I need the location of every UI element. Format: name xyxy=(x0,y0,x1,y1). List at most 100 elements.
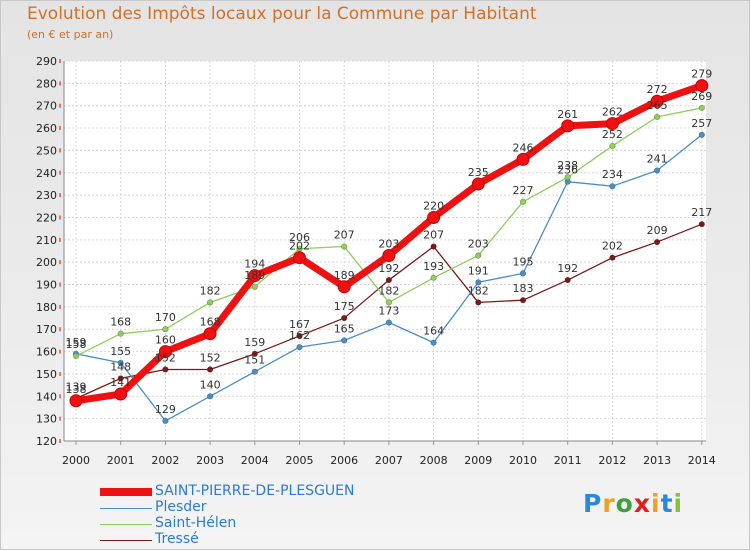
data-label-saint-h-len: 158 xyxy=(66,338,87,351)
logo-letter: t xyxy=(660,489,674,518)
data-label-saint-pierre-de-plesguen: 160 xyxy=(155,334,176,347)
data-point-plesder xyxy=(296,344,303,351)
data-label-plesder: 155 xyxy=(110,345,131,358)
chart-title: Evolution des Impôts locaux pour la Comm… xyxy=(27,4,537,24)
data-point-saint-h-len xyxy=(162,326,169,333)
logo-letter: r xyxy=(602,489,616,518)
x-tick-label: 2013 xyxy=(643,454,671,467)
data-point-saint-h-len xyxy=(117,330,124,337)
data-label-saint-pierre-de-plesguen: 261 xyxy=(557,108,578,121)
data-point-saint-h-len xyxy=(519,198,527,205)
data-label-tress-: 202 xyxy=(602,240,623,253)
x-tick-label: 2006 xyxy=(330,454,358,467)
data-point-plesder xyxy=(430,339,437,346)
data-point-tress- xyxy=(207,366,214,373)
data-label-plesder: 164 xyxy=(423,325,444,338)
data-point-tress- xyxy=(385,276,393,284)
data-label-saint-pierre-de-plesguen: 262 xyxy=(602,106,623,119)
data-point-tress- xyxy=(162,366,169,373)
data-label-saint-h-len: 206 xyxy=(289,231,310,244)
data-label-plesder: 236 xyxy=(557,164,578,177)
data-point-tress- xyxy=(296,332,303,340)
data-label-tress-: 152 xyxy=(155,351,176,364)
data-label-saint-pierre-de-plesguen: 246 xyxy=(513,141,534,154)
logo-letter: x xyxy=(633,489,651,518)
data-point-tress- xyxy=(475,299,482,306)
y-tick-label: 270 xyxy=(36,100,57,113)
data-label-saint-h-len: 238 xyxy=(557,159,578,172)
data-point-saint-pierre-de-plesguen xyxy=(516,152,530,166)
data-label-saint-pierre-de-plesguen: 141 xyxy=(110,376,131,389)
data-label-saint-pierre-de-plesguen: 272 xyxy=(647,83,668,96)
data-label-plesder: 129 xyxy=(155,403,176,416)
y-tick-label: 150 xyxy=(36,368,57,381)
data-point-saint-h-len xyxy=(207,299,214,306)
data-point-saint-pierre-de-plesguen xyxy=(605,117,619,131)
data-label-plesder: 191 xyxy=(468,264,489,277)
legend-swatch xyxy=(100,524,152,525)
data-point-tress- xyxy=(430,243,437,250)
x-tick-label: 2007 xyxy=(375,454,403,467)
data-point-saint-pierre-de-plesguen xyxy=(293,251,306,265)
data-label-saint-h-len: 170 xyxy=(155,311,176,324)
data-label-saint-pierre-de-plesguen: 203 xyxy=(378,237,399,250)
data-point-plesder xyxy=(341,337,348,344)
y-tick-label: 160 xyxy=(36,346,57,359)
data-point-saint-h-len xyxy=(72,352,80,360)
data-label-saint-h-len: 203 xyxy=(468,237,489,250)
data-label-saint-pierre-de-plesguen: 235 xyxy=(468,166,489,179)
logo-letter: o xyxy=(615,489,634,518)
legend-swatch xyxy=(100,488,152,496)
data-point-saint-pierre-de-plesguen xyxy=(337,280,351,294)
data-label-tress-: 175 xyxy=(334,300,355,313)
data-point-plesder xyxy=(162,417,169,424)
logo-letter: i xyxy=(651,489,661,518)
data-point-plesder xyxy=(698,131,705,138)
data-label-plesder: 159 xyxy=(66,336,87,349)
chart-subtitle: (en € et par an) xyxy=(27,28,114,41)
data-label-saint-pierre-de-plesguen: 202 xyxy=(289,240,310,253)
data-label-plesder: 241 xyxy=(647,153,668,166)
data-label-saint-h-len: 207 xyxy=(334,229,355,242)
data-point-saint-pierre-de-plesguen xyxy=(471,177,485,191)
data-point-plesder xyxy=(653,167,661,174)
legend-label: Tressé xyxy=(155,531,199,547)
x-tick-label: 2001 xyxy=(107,454,135,467)
data-label-plesder: 257 xyxy=(691,117,712,130)
x-tick-label: 2012 xyxy=(598,454,626,467)
y-tick-label: 180 xyxy=(36,301,57,314)
data-label-saint-h-len: 193 xyxy=(423,260,444,273)
x-tick-label: 2005 xyxy=(286,454,314,467)
proxiti-logo: Proxiti xyxy=(583,489,683,518)
data-label-plesder: 173 xyxy=(378,305,399,318)
x-tick-label: 2000 xyxy=(62,454,90,467)
y-tick-label: 250 xyxy=(36,144,57,157)
y-tick-label: 220 xyxy=(36,211,57,224)
data-label-tress-: 139 xyxy=(66,381,87,394)
data-point-tress- xyxy=(251,350,258,357)
x-tick-label: 2010 xyxy=(509,454,537,467)
line-chart: 120 130 140 150 160 170 180 190 200 210 220 230 240 2… xyxy=(36,55,716,467)
data-point-saint-pierre-de-plesguen xyxy=(158,345,172,359)
x-tick-label: 2002 xyxy=(151,454,179,467)
data-point-plesder xyxy=(609,183,616,190)
data-point-saint-h-len xyxy=(385,299,393,306)
data-point-saint-pierre-de-plesguen xyxy=(561,119,575,133)
data-label-tress-: 217 xyxy=(691,206,712,219)
data-label-saint-h-len: 227 xyxy=(513,184,534,197)
data-point-tress- xyxy=(519,297,527,304)
x-tick-label: 2004 xyxy=(241,454,269,467)
data-point-plesder xyxy=(117,359,124,366)
y-tick-label: 200 xyxy=(36,256,57,269)
y-tick-label: 280 xyxy=(36,77,57,90)
data-label-tress-: 152 xyxy=(200,351,221,364)
data-label-saint-h-len: 252 xyxy=(602,128,623,141)
data-label-saint-pierre-de-plesguen: 279 xyxy=(691,68,712,81)
data-point-saint-pierre-de-plesguen xyxy=(382,248,396,262)
data-label-saint-h-len: 265 xyxy=(647,99,668,112)
x-tick-label: 2014 xyxy=(688,454,716,467)
x-tick-label: 2003 xyxy=(196,454,224,467)
data-point-tress- xyxy=(653,238,661,246)
data-point-tress- xyxy=(609,254,616,261)
data-label-saint-pierre-de-plesguen: 220 xyxy=(423,199,444,212)
